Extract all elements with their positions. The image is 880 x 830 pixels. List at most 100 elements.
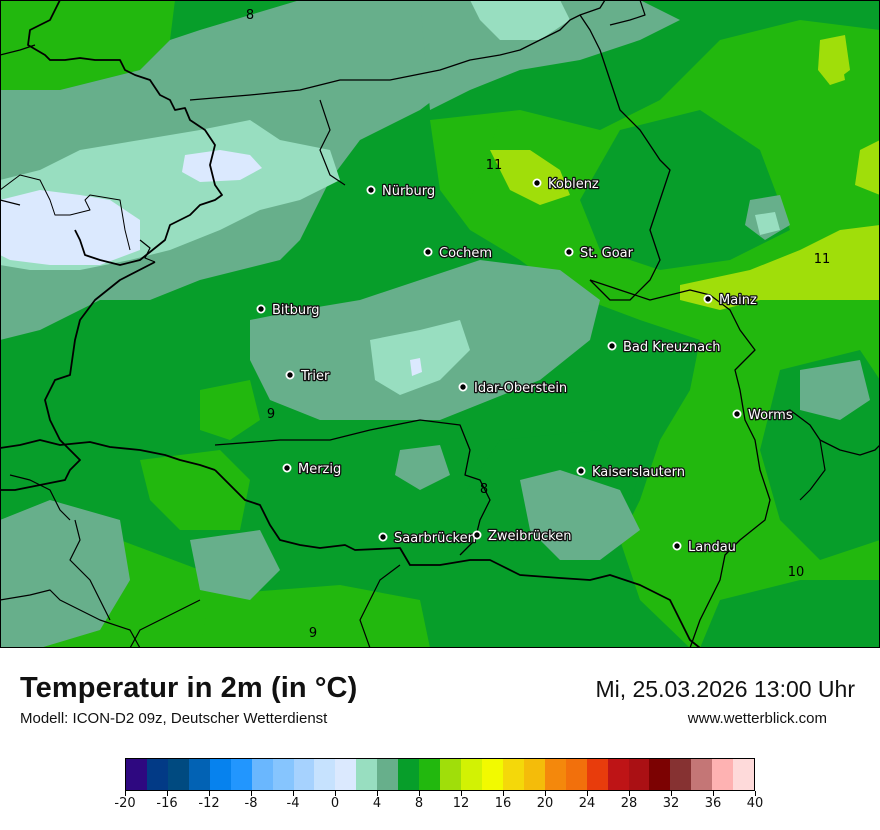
colorbar-segment [649,759,671,790]
city-dot-icon [458,382,468,392]
isotherm-label: 11 [814,252,831,267]
website-link[interactable]: www.wetterblick.com [687,710,827,727]
colorbar-tick [461,791,462,796]
colorbar-tick-label: 40 [746,796,764,811]
colorbar-segment [481,759,503,790]
city-cochem: Cochem [423,245,493,262]
isotherm-label: 11 [486,158,503,173]
city-label: Merzig [298,462,341,477]
colorbar-segment [607,759,629,790]
city-label: Bitburg [272,303,320,318]
colorbar-segment [502,759,524,790]
isotherm-label: 8 [480,482,488,497]
city-bad-kreuznach: Bad Kreuznach [607,339,722,356]
city-label: Saarbrücken [394,531,476,546]
colorbar-tick [503,791,504,796]
city-label: Idar-Oberstein [474,381,567,396]
colorbar-tick [419,791,420,796]
colorbar-segment [586,759,608,790]
colorbar-segment [230,759,252,790]
colorbar-tick [293,791,294,796]
city-n-rburg: Nürburg [366,183,436,200]
city-dot-icon [378,532,388,542]
colorbar-segment [146,759,168,790]
city-label: Kaiserslautern [592,465,685,480]
city-dot-icon [256,304,266,314]
colorbar-segment [209,759,231,790]
colorbar-tick [335,791,336,796]
colorbar-segment [398,759,420,790]
colorbar-tick-label: 32 [662,796,680,811]
colorbar-segment [272,759,294,790]
colorbar-segment [314,759,336,790]
city-dot-icon [607,341,617,351]
colorbar-tick-label: -20 [114,796,136,811]
city-label: Cochem [439,246,492,261]
city-label: Nürburg [382,184,435,199]
isotherm-label: 9 [309,626,317,641]
colorbar-tick-label: -12 [198,796,220,811]
colorbar-tick-label: 28 [620,796,638,811]
colorbar-tick-label: 16 [494,796,512,811]
colorbar-segment [461,759,482,790]
colorbar-segment [251,759,273,790]
colorbar-segment [293,759,315,790]
colorbar-segment [356,759,378,790]
city-mainz: Mainz [703,292,758,309]
city-dot-icon [282,463,292,473]
colorbar-tick [755,791,756,796]
city-saarbr-cken: Saarbrücken [378,530,477,547]
city-markers: Nürburg Koblenz Cochem St. Goar Mainz Bitburg… [256,176,794,556]
isotherm-label: 8 [246,8,254,23]
colorbar-tick-label: 12 [452,796,470,811]
isotherm-label: 9 [267,407,275,422]
city-dot-icon [703,294,713,304]
city-trier: Trier [285,368,331,385]
city-kaiserslautern: Kaiserslautern [576,464,686,481]
borders [0,0,880,648]
colorbar-segment [712,759,734,790]
temperature-colorbar [125,758,755,791]
city-dot-icon [366,185,376,195]
colorbar-segment [628,759,650,790]
colorbar-tick-label: 20 [536,796,554,811]
colorbar-segment [188,759,210,790]
city-dot-icon [285,370,295,380]
city-merzig: Merzig [282,461,343,478]
colorbar-segment [167,759,189,790]
city-label: Koblenz [548,177,599,192]
city-worms: Worms [732,407,794,424]
city-dot-icon [532,178,542,188]
colorbar-tick-label: 8 [414,796,424,811]
city-dot-icon [672,541,682,551]
city-dot-icon [472,530,482,540]
temperature-map: 8 11 11 9 8 10 9 Nürburg Koblenz Cochem St. Goar M… [0,0,880,648]
valid-datetime: Mi, 25.03.2026 13:00 Uhr [595,676,855,702]
city-landau: Landau [672,539,737,556]
colorbar-segment [335,759,357,790]
city-dot-icon [576,466,586,476]
colorbar-tick [209,791,210,796]
colorbar-tick [587,791,588,796]
city-dot-icon [564,247,574,257]
city-label: St. Goar [580,246,634,261]
colorbar-tick [671,791,672,796]
colorbar-tick-label: -8 [244,796,258,811]
city-label: Trier [300,369,330,384]
city-idar-oberstein: Idar-Oberstein [458,380,568,397]
city-label: Landau [688,540,736,555]
colorbar-tick [125,791,126,796]
colorbar-segment [440,759,461,790]
colorbar-segment [733,759,755,790]
colorbar-tick [251,791,252,796]
colorbar-segment [691,759,713,790]
model-source: Modell: ICON-D2 09z, Deutscher Wetterdie… [20,710,328,727]
colorbar-segment [565,759,587,790]
colorbar-segment [670,759,692,790]
isotherm-label: 10 [788,565,805,580]
city-st-goar: St. Goar [564,245,635,262]
colorbar-segment [523,759,545,790]
colorbar-segment [377,759,399,790]
colorbar-tick-label: 0 [330,796,340,811]
colorbar-tick-label: -4 [286,796,300,811]
